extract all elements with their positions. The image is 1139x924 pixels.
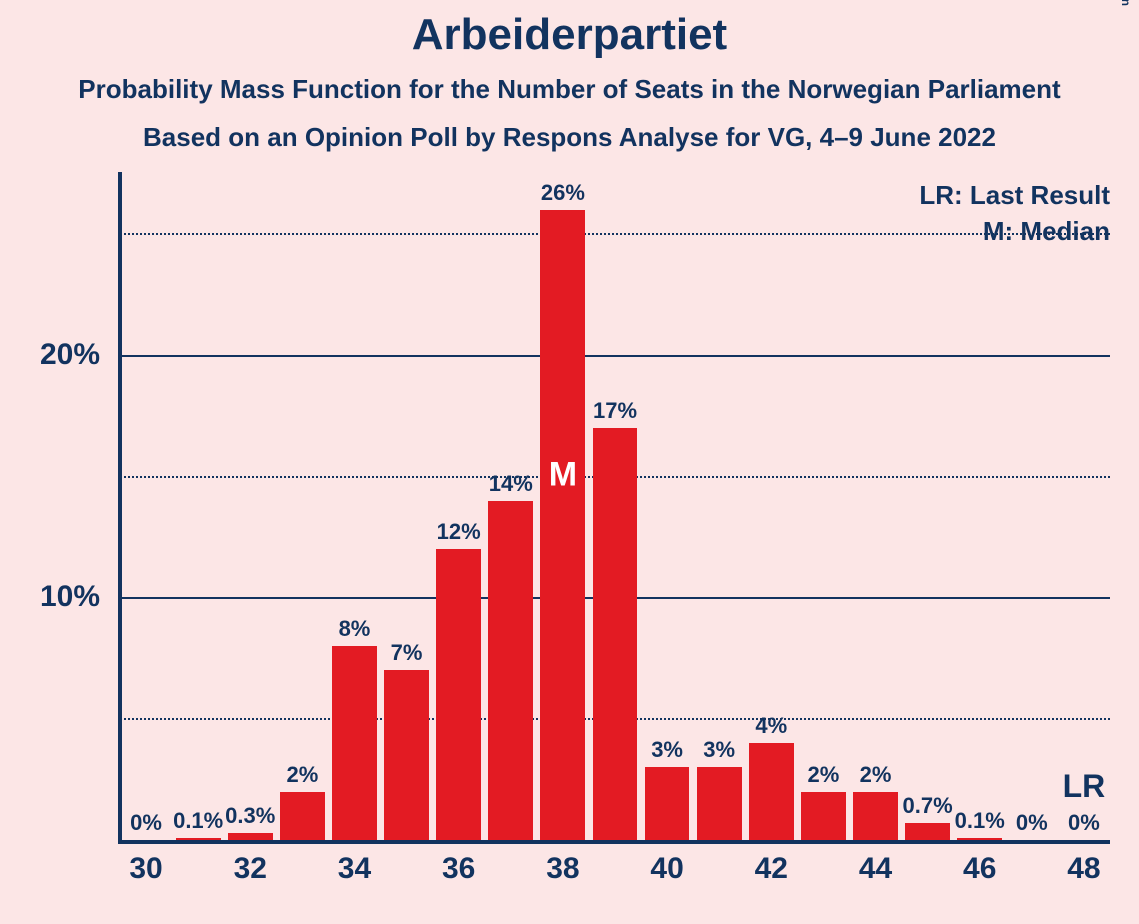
bar-value-label: 8% <box>339 616 371 642</box>
bar-value-label: 0.3% <box>225 803 275 829</box>
legend-last-result: LR: Last Result <box>919 180 1110 211</box>
bar-value-label: 17% <box>593 398 637 424</box>
median-marker: M <box>549 455 577 494</box>
subtitle-line-2: Based on an Opinion Poll by Respons Anal… <box>0 122 1139 153</box>
bar <box>332 646 377 840</box>
y-axis <box>118 172 122 840</box>
x-tick-label: 32 <box>234 852 267 886</box>
last-result-marker: LR <box>1063 768 1106 805</box>
x-tick-label: 40 <box>650 852 683 886</box>
bar <box>645 767 690 840</box>
bar <box>801 792 846 840</box>
bar-value-label: 2% <box>808 762 840 788</box>
bar <box>905 823 950 840</box>
bar <box>697 767 742 840</box>
bar <box>853 792 898 840</box>
x-tick-label: 46 <box>963 852 996 886</box>
y-tick-label: 20% <box>0 338 100 372</box>
bar-value-label: 0% <box>1016 810 1048 836</box>
plot-area <box>120 186 1110 840</box>
bar-value-label: 0% <box>130 810 162 836</box>
bar <box>749 743 794 840</box>
copyright-label: © 2025 Filip van Laenen <box>1119 0 1133 6</box>
gridline-minor <box>120 233 1110 235</box>
bar-value-label: 0% <box>1068 810 1100 836</box>
x-tick-label: 30 <box>129 852 162 886</box>
bar-value-label: 2% <box>860 762 892 788</box>
bar-value-label: 3% <box>651 737 683 763</box>
bar-value-label: 0.1% <box>173 808 223 834</box>
bar-value-label: 12% <box>437 519 481 545</box>
legend-median: M: Median <box>983 216 1110 247</box>
bar-value-label: 4% <box>755 713 787 739</box>
x-tick-label: 44 <box>859 852 892 886</box>
bar-value-label: 26% <box>541 180 585 206</box>
x-tick-label: 38 <box>546 852 579 886</box>
page-title: Arbeiderpartiet <box>0 10 1139 60</box>
bar <box>280 792 325 840</box>
bar <box>488 501 533 840</box>
subtitle-line-1: Probability Mass Function for the Number… <box>0 74 1139 105</box>
bar-value-label: 0.7% <box>903 793 953 819</box>
bar <box>384 670 429 840</box>
x-axis <box>118 840 1110 844</box>
bar <box>436 549 481 840</box>
bar <box>540 210 585 840</box>
bar <box>228 833 273 840</box>
gridline-major <box>120 355 1110 357</box>
bar-value-label: 0.1% <box>955 808 1005 834</box>
x-tick-label: 36 <box>442 852 475 886</box>
x-tick-label: 34 <box>338 852 371 886</box>
y-tick-label: 10% <box>0 580 100 614</box>
bar <box>593 428 638 840</box>
bar-value-label: 3% <box>703 737 735 763</box>
x-tick-label: 42 <box>755 852 788 886</box>
bar-value-label: 2% <box>286 762 318 788</box>
bar-value-label: 14% <box>489 471 533 497</box>
x-tick-label: 48 <box>1067 852 1100 886</box>
bar-value-label: 7% <box>391 640 423 666</box>
